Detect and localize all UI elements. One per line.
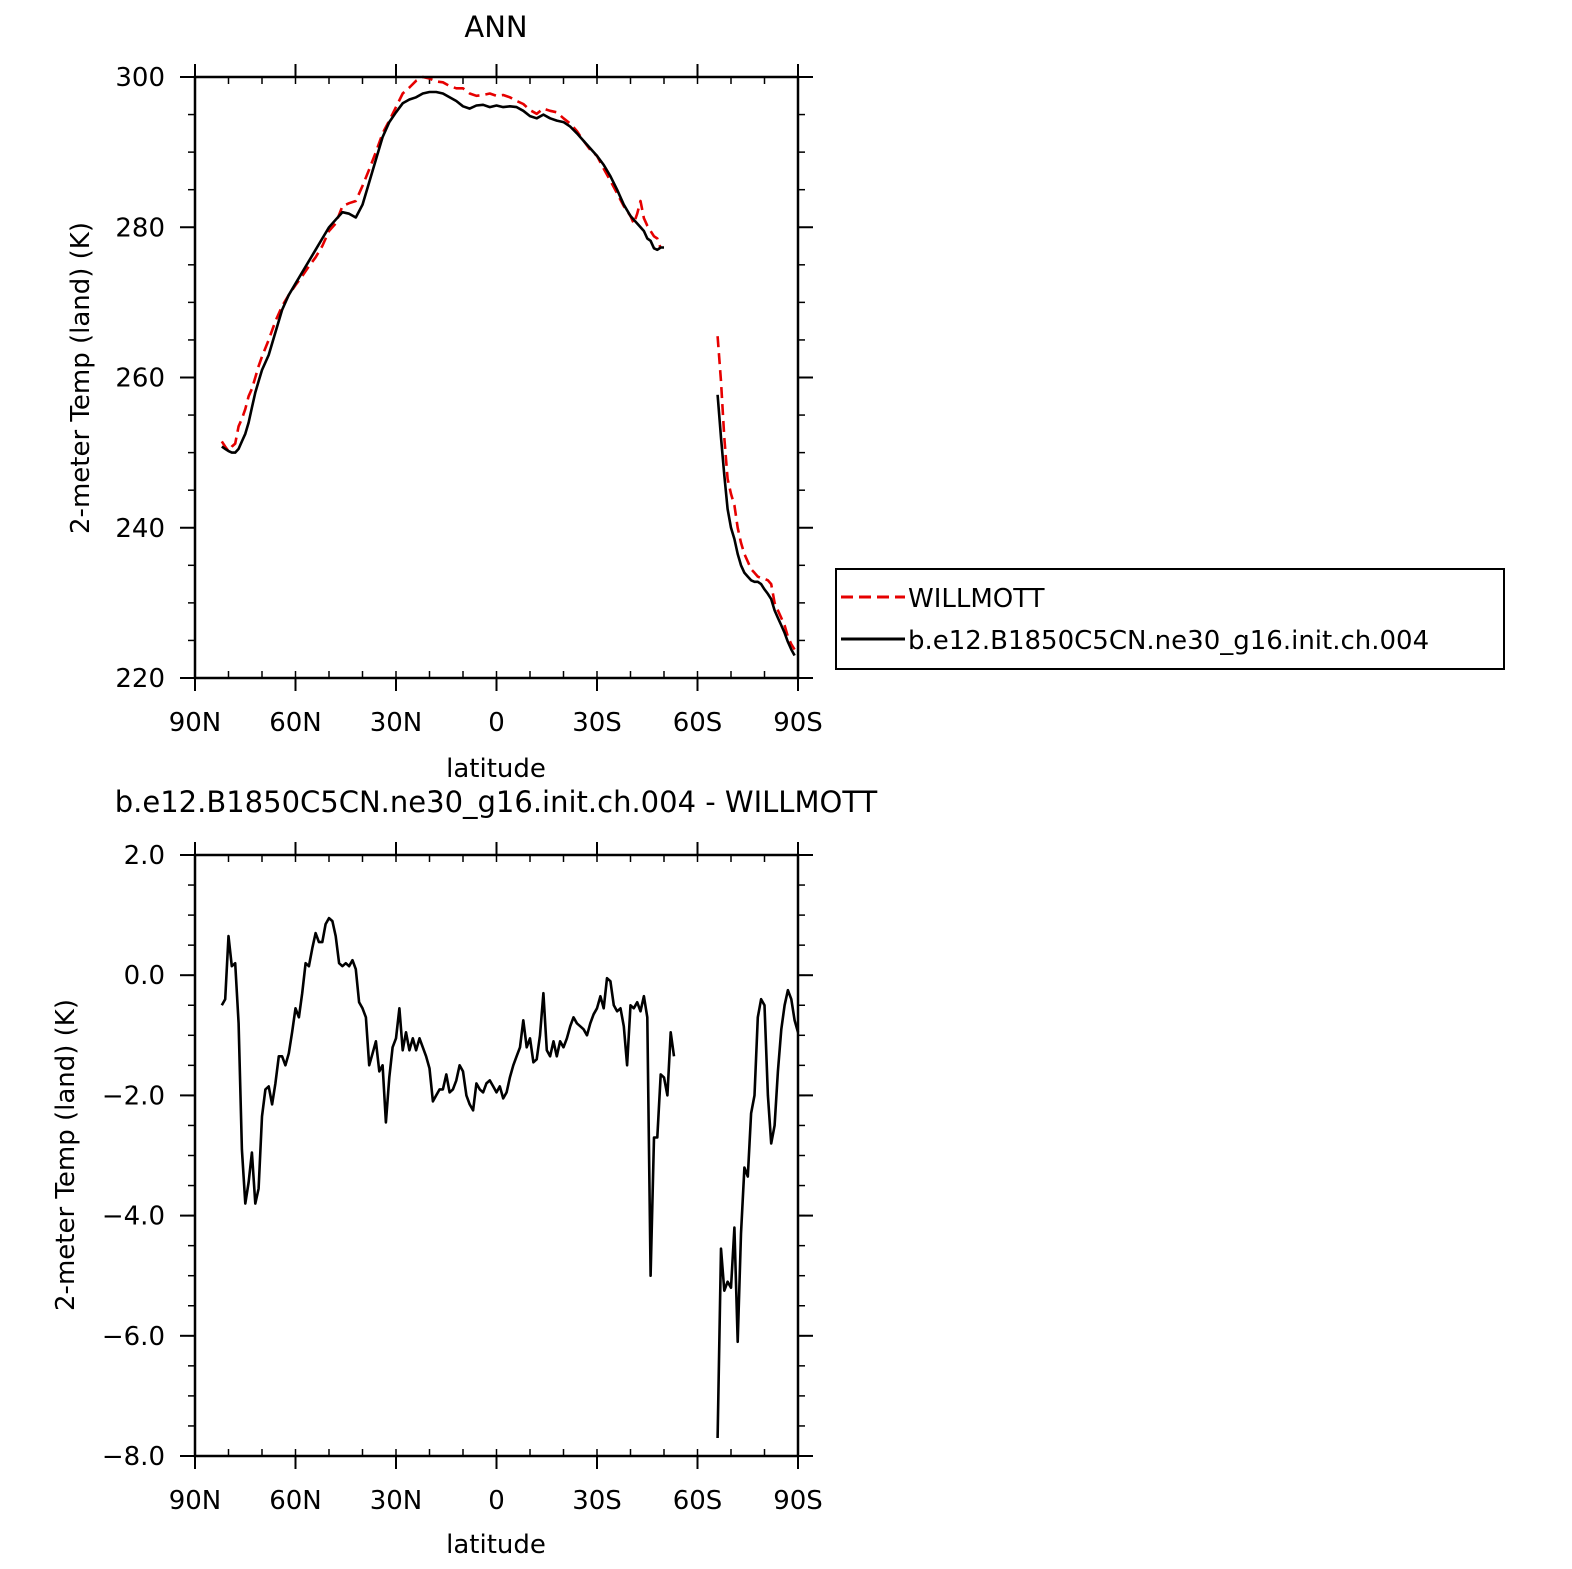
y-tick-label: 2.0 (124, 841, 165, 871)
legend: WILLMOTT b.e12.B1850C5CN.ne30_g16.init.c… (835, 568, 1505, 670)
x-tick-label: 90S (773, 708, 823, 738)
x-tick-label: 0 (488, 708, 505, 738)
x-tick-label: 30N (370, 708, 423, 738)
model-series-line (716, 988, 800, 1439)
x-tick-label: 30S (572, 1486, 622, 1516)
legend-label-willmott: WILLMOTT (908, 584, 1045, 614)
bottom-panel: b.e12.B1850C5CN.ne30_g16.init.ch.004 - W… (51, 785, 878, 1560)
y-tick-label: 220 (115, 664, 165, 694)
y-tick-label: 280 (115, 213, 165, 243)
bottom-panel-y-axis-label: 2-meter Temp (land) (K) (51, 999, 81, 1311)
top-panel: ANN latitude 2-meter Temp (land) (K) 90N… (66, 10, 1505, 784)
y-tick-label: 240 (115, 514, 165, 544)
willmott-series-line (716, 336, 796, 651)
model-series-line (716, 394, 796, 657)
bottom-panel-series (220, 916, 800, 1439)
top-panel-series (220, 75, 796, 657)
y-tick-label: 0.0 (124, 961, 165, 991)
model-series-line (220, 916, 676, 1277)
x-tick-label: 30S (572, 708, 622, 738)
model-series-line (221, 90, 664, 454)
x-tick-label: 90S (773, 1486, 823, 1516)
x-tick-label: 60N (269, 708, 322, 738)
y-tick-label: 260 (115, 364, 165, 394)
top-panel-y-axis-label: 2-meter Temp (land) (K) (66, 222, 96, 534)
x-tick-label: 30N (370, 1486, 423, 1516)
x-tick-label: 90N (169, 1486, 222, 1516)
y-tick-label: −4.0 (102, 1202, 165, 1232)
x-tick-label: 60N (269, 1486, 322, 1516)
legend-label-model: b.e12.B1850C5CN.ne30_g16.init.ch.004 (908, 626, 1429, 656)
x-tick-label: 60S (673, 1486, 723, 1516)
top-panel-title: ANN (464, 10, 527, 44)
x-tick-label: 0 (488, 1486, 505, 1516)
top-panel-frame (193, 75, 800, 680)
bottom-panel-frame (193, 853, 800, 1458)
x-tick-label: 90N (169, 708, 222, 738)
y-tick-label: −8.0 (102, 1442, 165, 1472)
bottom-panel-ticks: 90N 60N 30N 0 30S 60S 90S 2.0 0.0 −2.0 −4.0 −6.0 −8.… (102, 841, 823, 1516)
bottom-panel-x-axis-label: latitude (446, 1530, 546, 1560)
bottom-panel-title: b.e12.B1850C5CN.ne30_g16.init.ch.004 - W… (115, 785, 878, 819)
y-tick-label: −2.0 (102, 1081, 165, 1111)
willmott-series-line (220, 75, 662, 453)
x-tick-label: 60S (673, 708, 723, 738)
legend-box (835, 568, 1505, 670)
top-panel-ticks: 90N 60N 30N 0 30S 60S 90S 220 240 260 280 300 (115, 63, 822, 738)
top-panel-x-axis-label: latitude (446, 754, 546, 784)
y-tick-label: −6.0 (102, 1322, 165, 1352)
y-tick-label: 300 (115, 63, 165, 93)
